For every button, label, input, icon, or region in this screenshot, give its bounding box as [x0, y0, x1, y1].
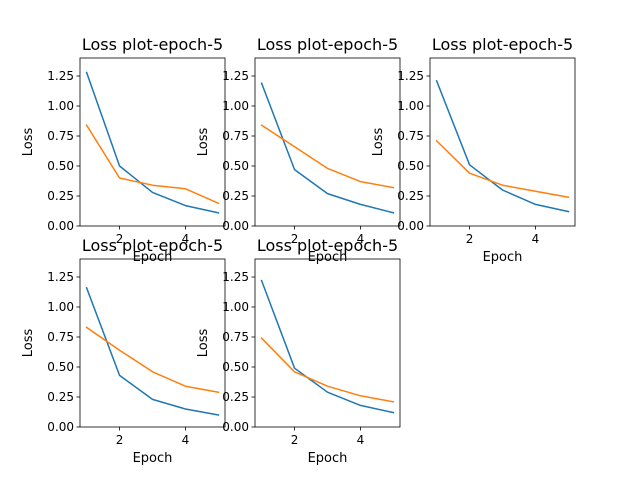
- x-tick-label: 2: [466, 232, 474, 246]
- y-tick-label: 0.00: [47, 420, 74, 434]
- subplot-4: 2 4 0.00 0.25 0.50 0.75 1.00 1.25 Loss plot-epoc…: [21, 236, 225, 466]
- chart-title: Loss plot-epoch-5: [82, 35, 223, 54]
- y-tick-label: 0.75: [47, 129, 74, 143]
- y-tick-label: 0.25: [222, 189, 249, 203]
- y-tick-label: 0.75: [47, 330, 74, 344]
- y-tick-label: 1.25: [222, 69, 249, 83]
- y-tick-label: 0.75: [222, 129, 249, 143]
- y-tick-label: 1.00: [47, 99, 74, 113]
- y-tick-label: 1.25: [397, 69, 424, 83]
- y-axis-label: Loss: [196, 329, 211, 358]
- y-tick-label: 0.25: [222, 390, 249, 404]
- series-line-1: [437, 81, 569, 212]
- y-tick-label: 1.25: [222, 270, 249, 284]
- y-tick-label: 0.75: [397, 129, 424, 143]
- chart-title: Loss plot-epoch-5: [257, 236, 398, 255]
- axes-frame: [430, 58, 575, 226]
- x-tick-label: 2: [291, 433, 299, 447]
- y-tick-label: 0.25: [47, 189, 74, 203]
- x-tick-label: 4: [182, 433, 190, 447]
- chart-title: Loss plot-epoch-5: [257, 35, 398, 54]
- y-axis-label: Loss: [21, 329, 36, 358]
- x-tick-label: 2: [116, 433, 124, 447]
- y-tick-label: 0.00: [397, 219, 424, 233]
- y-axis-label: Loss: [371, 128, 386, 157]
- y-tick-label: 1.00: [222, 300, 249, 314]
- y-axis-label: Loss: [196, 128, 211, 157]
- x-axis-label: Epoch: [483, 250, 523, 265]
- chart-title: Loss plot-epoch-5: [432, 35, 573, 54]
- chart-title: Loss plot-epoch-5: [82, 236, 223, 255]
- y-tick-label: 0.50: [222, 360, 249, 374]
- y-tick-label: 0.50: [47, 360, 74, 374]
- subplot-5: 2 4 0.00 0.25 0.50 0.75 1.00 1.25 Loss plot-epoc…: [196, 236, 400, 466]
- axes-frame: [255, 259, 400, 427]
- y-axis-label: Loss: [21, 128, 36, 157]
- y-tick-label: 0.00: [222, 420, 249, 434]
- x-axis-label: Epoch: [308, 451, 348, 466]
- y-tick-label: 0.50: [397, 159, 424, 173]
- y-tick-label: 0.25: [397, 189, 424, 203]
- y-tick-label: 0.00: [222, 219, 249, 233]
- y-tick-label: 0.00: [47, 219, 74, 233]
- x-axis-label: Epoch: [133, 451, 173, 466]
- y-tick-label: 1.00: [222, 99, 249, 113]
- y-tick-label: 1.00: [397, 99, 424, 113]
- y-tick-label: 0.50: [222, 159, 249, 173]
- y-tick-label: 1.00: [47, 300, 74, 314]
- x-tick-label: 4: [532, 232, 540, 246]
- series-line-1: [262, 281, 394, 413]
- y-tick-label: 0.50: [47, 159, 74, 173]
- y-tick-label: 0.25: [47, 390, 74, 404]
- y-tick-label: 1.25: [47, 270, 74, 284]
- y-tick-label: 1.25: [47, 69, 74, 83]
- series-line-2: [437, 141, 569, 197]
- subplot-3: 2 4 0.00 0.25 0.50 0.75 1.00 1.25 Loss plot-epoc…: [371, 35, 575, 265]
- x-tick-label: 4: [357, 433, 365, 447]
- y-tick-label: 0.75: [222, 330, 249, 344]
